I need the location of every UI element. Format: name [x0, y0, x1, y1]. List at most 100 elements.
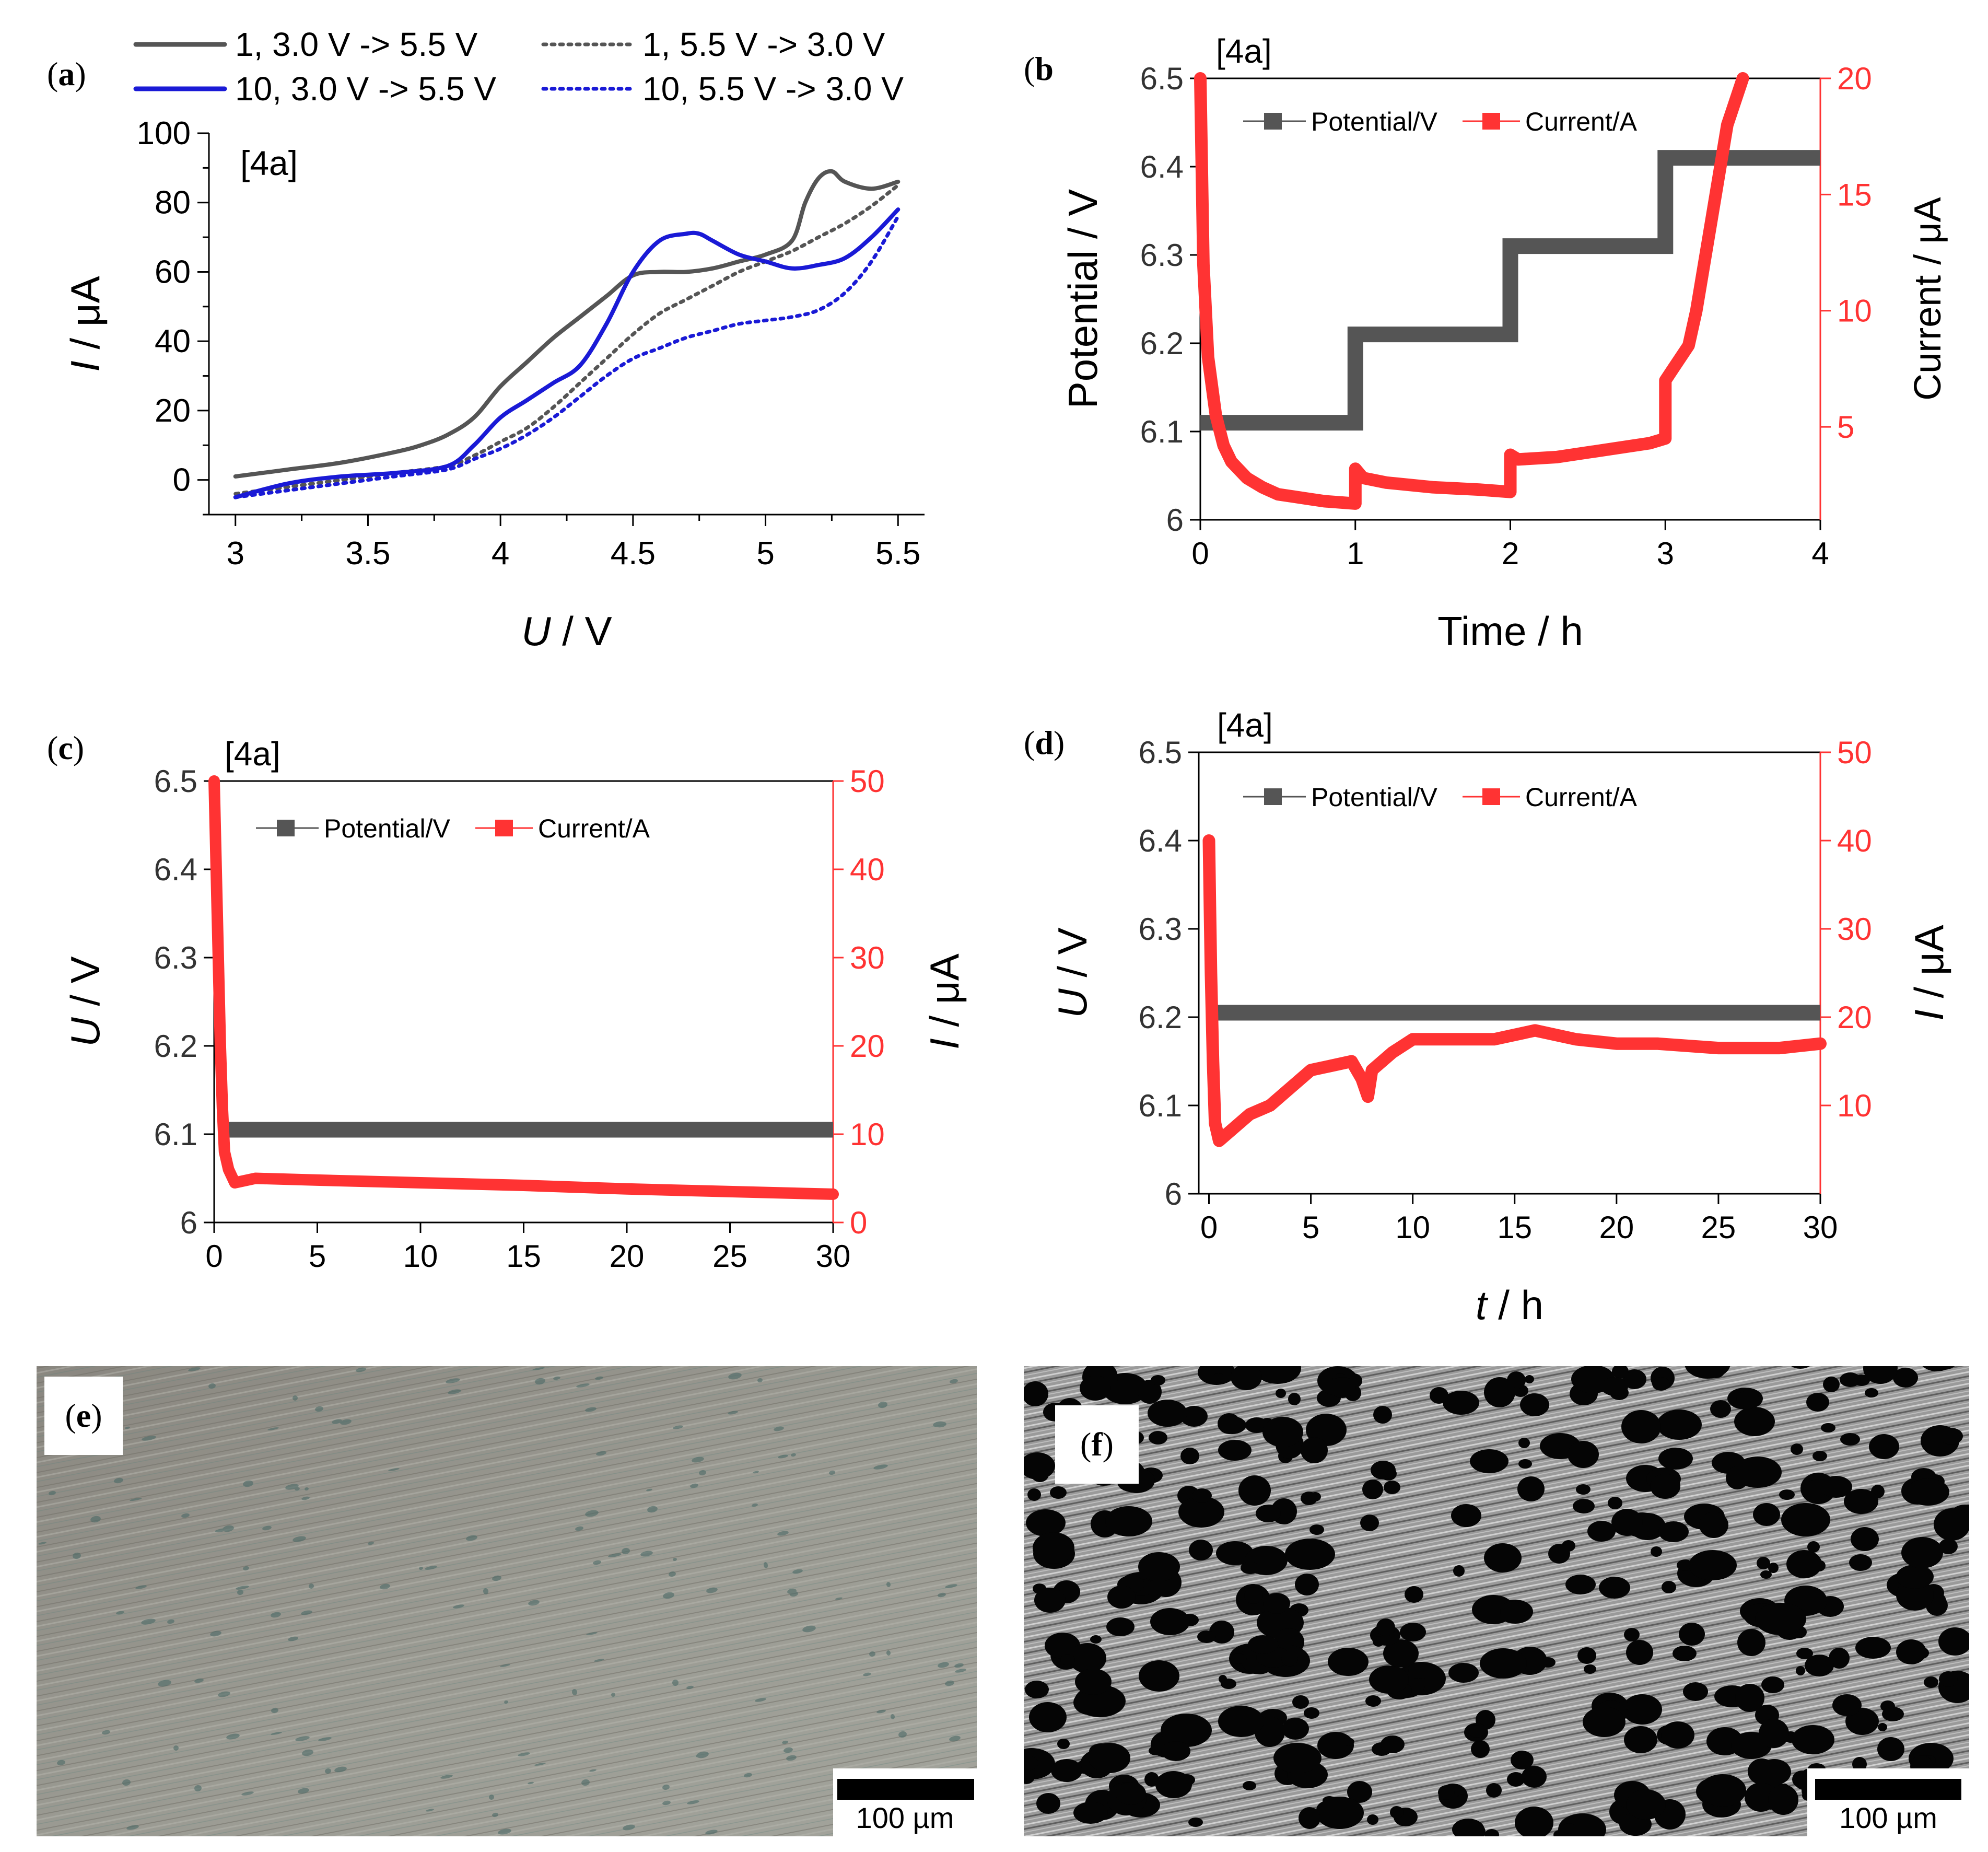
pit-spot-f: [1149, 1431, 1167, 1445]
pit-spot-f: [1329, 1377, 1356, 1398]
surface-spot-e: [318, 1737, 332, 1741]
pit-spot-f: [1299, 1807, 1320, 1829]
pit-spot-f: [1611, 1509, 1643, 1536]
surface-spot-e: [380, 1583, 390, 1590]
y-tick-label-d: 6.4: [1139, 823, 1182, 858]
y2-tick-label-b: 20: [1837, 61, 1872, 96]
pit-spot-f: [1576, 1484, 1591, 1495]
pit-spot-f: [1376, 1618, 1395, 1636]
y-tick-label-a: 40: [155, 323, 191, 359]
pit-spot-f: [1626, 1640, 1653, 1665]
x-tick-label-d: 25: [1701, 1210, 1736, 1245]
y-axis-label-unit-c: / V: [62, 956, 108, 1017]
pit-spot-f: [1820, 1476, 1852, 1498]
pit-spot-f: [1622, 1694, 1662, 1725]
pit-spot-f: [1301, 1437, 1328, 1463]
surface-spot-e: [528, 1600, 540, 1606]
x-tick-label-c: 5: [309, 1239, 326, 1274]
pit-spot-f: [1365, 1695, 1381, 1707]
y-tick-label-a: 60: [155, 254, 191, 290]
pit-spot-f: [1652, 1377, 1670, 1391]
surface-spot-e: [49, 1490, 56, 1496]
chart-c: 0 5 10 15 20 25 30 6 6.1 6.2 6.3 6.4 6.5 0 10 20 30 40 50 […: [62, 735, 967, 1274]
surface-spot-e: [440, 1775, 453, 1779]
surface-spot-e: [141, 1618, 156, 1625]
pit-spot-f: [1734, 1457, 1782, 1488]
pit-spot-f: [1155, 1771, 1192, 1798]
pit-spot-f: [1584, 1664, 1596, 1674]
surface-spot-e: [623, 1824, 635, 1831]
pit-spot-f: [1408, 1663, 1428, 1679]
y-tick-label-a: 0: [173, 462, 191, 498]
chart-d: 0 5 10 15 20 25 30 6 6.1 6.2 6.3 6.4 6.5 10 20 30 40 50 [4…: [1049, 706, 1952, 1328]
x-axis-label-b: Time / h: [1437, 608, 1583, 654]
surface-spot-e: [890, 1714, 895, 1719]
pit-spot-f: [1438, 1785, 1455, 1800]
y-tick-label-c: 6.5: [154, 764, 197, 799]
surface-spot-e: [309, 1583, 314, 1589]
pit-spot-f: [1650, 1474, 1680, 1499]
pit-spot-f: [1089, 1743, 1130, 1773]
scale-bar-f-box: 100 µm: [1807, 1768, 1969, 1836]
legend-marker-d-0: [1264, 788, 1282, 805]
legend-label-a-2: 10, 3.0 V -> 5.5 V: [235, 70, 496, 108]
pit-spot-f: [1238, 1475, 1271, 1506]
surface-spot-e: [122, 1779, 131, 1786]
pit-spot-f: [1896, 1579, 1934, 1611]
y2-tick-label-c: 20: [850, 1029, 885, 1064]
surface-spot-e: [646, 1488, 652, 1492]
surface-spot-e: [829, 1470, 835, 1475]
y-axis-label-symbol-d: U: [1049, 988, 1095, 1018]
y2-tick-label-c: 50: [850, 764, 885, 799]
surface-spot-e: [298, 1788, 309, 1794]
y-tick-label-d: 6.3: [1139, 912, 1182, 947]
pit-spot-f: [1218, 1440, 1252, 1461]
surface-spot-e: [534, 1763, 546, 1766]
surface-spot-e: [102, 1730, 110, 1735]
surface-spot-e: [757, 1378, 763, 1383]
surface-spot-e: [585, 1407, 597, 1412]
surface-spot-e: [130, 1497, 142, 1501]
pit-spot-f: [1821, 1423, 1835, 1432]
pit-spot-f: [1362, 1480, 1383, 1499]
pit-spot-f: [1863, 1366, 1898, 1384]
x-tick-label-d: 15: [1497, 1210, 1532, 1245]
surface-spot-e: [142, 1436, 156, 1441]
pit-spot-f: [1893, 1368, 1918, 1388]
pit-spot-f: [1624, 1628, 1640, 1641]
pit-spot-f: [1024, 1452, 1055, 1480]
pit-spot-f: [1840, 1372, 1861, 1387]
pit-spot-f: [1116, 1782, 1146, 1805]
surface-spot-e: [575, 1526, 583, 1531]
pit-spot-f: [1073, 1802, 1108, 1824]
pit-spot-f: [1658, 1521, 1689, 1542]
pit-spot-f: [1218, 1706, 1264, 1737]
surface-spot-e: [863, 1672, 871, 1676]
scale-bar-f: [1815, 1779, 1961, 1800]
surface-spot-e: [622, 1547, 630, 1555]
x-tick-label-c: 25: [712, 1239, 747, 1274]
scale-bar-e: [837, 1779, 974, 1800]
panel-label-d: (d): [1024, 724, 1065, 761]
pit-spot-f: [1823, 1377, 1840, 1392]
legend-marker-d-1: [1482, 788, 1500, 805]
x-tick-label-d: 30: [1803, 1210, 1838, 1245]
surface-spot-e: [933, 1421, 944, 1427]
pit-spot-f: [1662, 1581, 1676, 1593]
pit-spot-f: [1851, 1527, 1879, 1551]
panel-label-f: (f): [1055, 1405, 1139, 1484]
pit-spot-f: [1805, 1655, 1834, 1676]
y2-tick-label-d: 30: [1837, 912, 1872, 947]
surface-spot-e: [876, 1709, 886, 1714]
surface-spot-e: [786, 1755, 797, 1761]
pit-spot-f: [1295, 1574, 1319, 1595]
pit-spot-f: [1791, 1366, 1810, 1369]
y-axis-label-b: Potential / V: [1060, 189, 1106, 409]
surface-spot-e: [188, 1367, 201, 1371]
surface-spot-e: [571, 1689, 578, 1695]
pit-spot-f: [1484, 1829, 1499, 1836]
pit-spot-f: [1148, 1400, 1187, 1427]
y2-tick-label-d: 50: [1837, 735, 1872, 770]
pit-spot-f: [1523, 1393, 1546, 1414]
legend-label-a-0: 1, 3.0 V -> 5.5 V: [235, 26, 478, 63]
